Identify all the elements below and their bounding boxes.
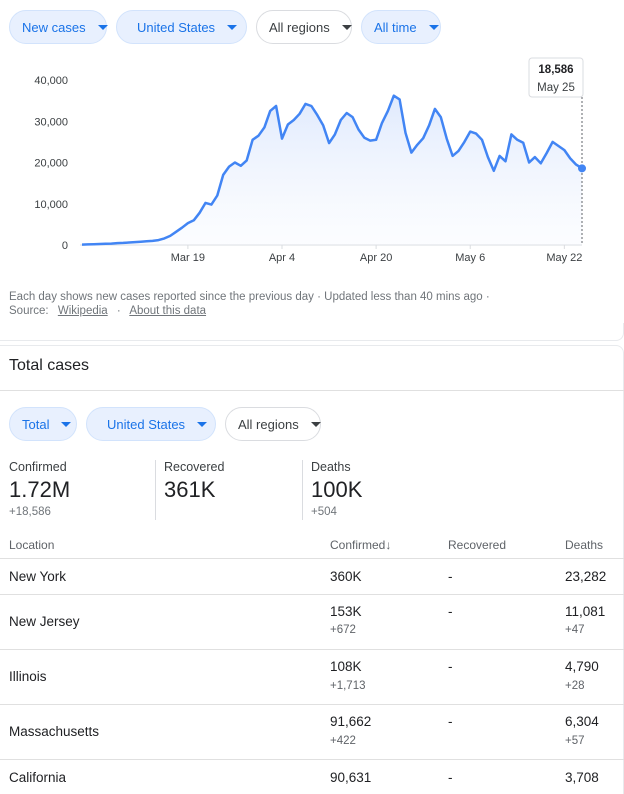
chart-footnote: Each day shows new cases reported since … (9, 290, 490, 318)
row-confirmed-delta: +672 (330, 624, 356, 636)
about-data-link[interactable]: About this data (129, 305, 207, 317)
y-tick-label: 30,000 (34, 116, 68, 128)
chart-series-line (81, 94, 583, 246)
column-header-deaths[interactable]: Deaths (565, 538, 604, 552)
stat-divider (302, 460, 303, 520)
row-confirmed: 153K (330, 604, 362, 619)
column-header-location[interactable]: Location (9, 538, 55, 552)
stat-divider (155, 460, 156, 520)
separator-dot: · (116, 305, 121, 317)
metric-filter-chip[interactable]: New cases (9, 10, 108, 44)
time-filter-chip[interactable]: All time (361, 10, 441, 44)
row-location: New Jersey (9, 614, 80, 629)
regions-filter-chip[interactable]: All regions (256, 10, 352, 44)
source-label: Source: (9, 305, 49, 317)
total-metric-label: Total (22, 416, 50, 432)
total-country-label: United States (107, 416, 186, 432)
row-recovered: - (448, 569, 453, 584)
country-filter-label: United States (137, 19, 216, 35)
row-deaths: 6,304 (565, 714, 599, 729)
chevron-down-icon (428, 24, 439, 30)
row-divider (0, 594, 624, 595)
x-tick-label: Mar 19 (171, 252, 205, 264)
divider (0, 390, 624, 391)
x-tick-label: Apr 20 (360, 252, 392, 264)
row-location: California (9, 770, 67, 785)
column-header-confirmed-label: Confirmed (330, 538, 386, 552)
recovered-label: Recovered (164, 460, 225, 474)
row-recovered: - (448, 714, 453, 729)
row-location: Massachusetts (9, 724, 100, 739)
table-header-divider (0, 558, 624, 559)
y-tick-label: 40,000 (34, 75, 68, 87)
y-tick-label: 20,000 (34, 158, 68, 170)
confirmed-delta: +18,586 (9, 506, 51, 518)
confirmed-label: Confirmed (9, 460, 67, 474)
chevron-down-icon (61, 421, 72, 427)
x-tick-label: Apr 4 (269, 252, 295, 264)
row-deaths: 4,790 (565, 659, 599, 674)
chevron-down-icon (197, 421, 208, 427)
row-deaths: 3,708 (565, 770, 599, 785)
time-filter-label: All time (374, 19, 417, 35)
total-regions-label: All regions (238, 416, 299, 432)
row-confirmed-delta: +422 (330, 735, 356, 747)
confirmed-value: 1.72M (9, 477, 71, 502)
row-divider (0, 649, 624, 650)
row-deaths-delta: +28 (565, 680, 585, 692)
row-confirmed: 91,662 (330, 714, 372, 729)
y-tick-label: 0 (62, 240, 68, 252)
country-filter-chip[interactable]: United States (116, 10, 247, 44)
chart-area-fill (82, 95, 582, 245)
row-divider (0, 704, 624, 705)
row-confirmed: 108K (330, 659, 362, 674)
row-location: New York (9, 569, 67, 584)
row-confirmed: 360K (330, 569, 362, 584)
chart-tooltip: 18,586 May 25 (528, 57, 584, 98)
row-deaths-delta: +47 (565, 624, 585, 636)
row-recovered: - (448, 770, 453, 785)
sort-arrow-icon: ↓ (385, 538, 392, 552)
total-regions-chip[interactable]: All regions (225, 407, 321, 441)
metric-filter-label: New cases (22, 19, 86, 35)
regions-filter-label: All regions (269, 19, 330, 35)
confirmed-stat: Confirmed 1.72M +18,586 (9, 460, 70, 518)
row-location: Illinois (9, 669, 47, 684)
row-divider (0, 759, 624, 760)
row-deaths: 23,282 (565, 569, 607, 584)
recovered-stat: Recovered 361K (164, 460, 224, 503)
row-recovered: - (448, 604, 453, 619)
total-metric-chip[interactable]: Total (9, 407, 77, 441)
total-country-chip[interactable]: United States (86, 407, 216, 441)
chevron-down-icon (310, 421, 321, 427)
tooltip-value: 18,586 (538, 64, 573, 76)
footnote-text: Each day shows new cases reported since … (9, 291, 490, 303)
deaths-label: Deaths (311, 460, 351, 474)
row-deaths-delta: +57 (565, 735, 585, 747)
column-header-confirmed[interactable]: Confirmed↓ (330, 538, 391, 552)
chevron-down-icon (227, 24, 238, 30)
deaths-value: 100K (311, 477, 363, 502)
wikipedia-link[interactable]: Wikipedia (57, 305, 108, 317)
chevron-down-icon (97, 24, 108, 30)
y-tick-label: 10,000 (34, 199, 68, 211)
tooltip-date: May 25 (537, 82, 575, 94)
deaths-delta: +504 (311, 506, 337, 518)
section-title: Total cases (9, 357, 90, 374)
x-tick-label: May 22 (546, 252, 582, 264)
chart-card-bottom-edge (0, 323, 624, 341)
x-tick-label: May 6 (455, 252, 485, 264)
row-confirmed: 90,631 (330, 770, 372, 785)
chevron-down-icon (341, 24, 352, 30)
row-confirmed-delta: +1,713 (330, 680, 366, 692)
row-deaths: 11,081 (565, 604, 606, 619)
row-recovered: - (448, 659, 453, 674)
deaths-stat: Deaths 100K +504 (311, 460, 362, 518)
new-cases-chart[interactable]: 40,000 30,000 20,000 10,000 0 Mar 19 Apr 4 Apr… (0, 50, 624, 275)
hover-point (578, 164, 586, 173)
column-header-recovered[interactable]: Recovered (448, 538, 507, 552)
recovered-value: 361K (164, 477, 216, 502)
